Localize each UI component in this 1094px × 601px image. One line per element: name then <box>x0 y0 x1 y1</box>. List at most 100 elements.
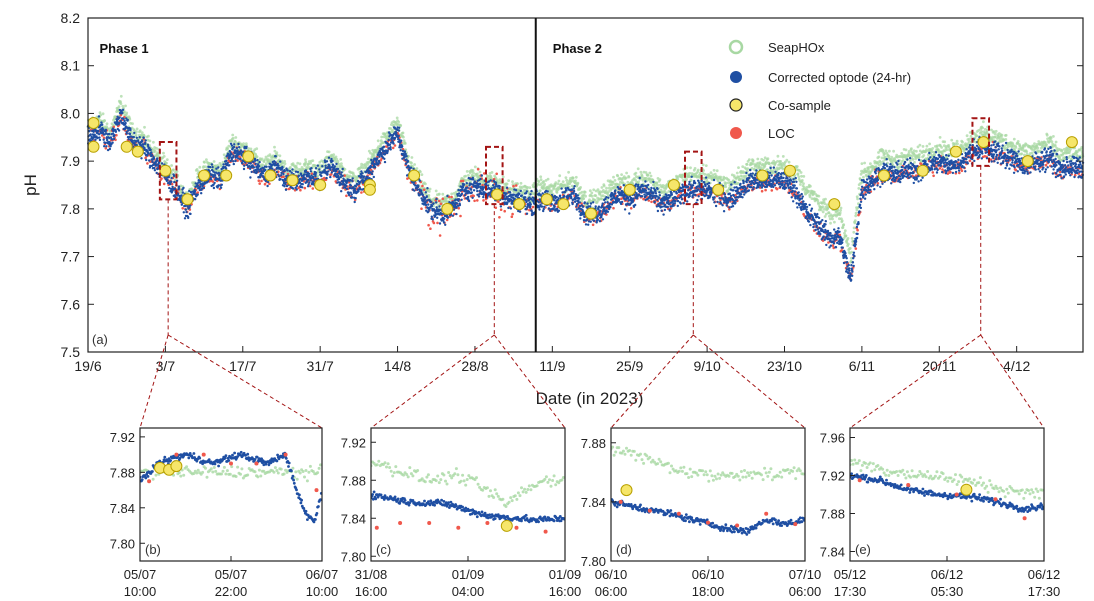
optode-point <box>308 181 311 184</box>
seaphox-point <box>779 160 782 163</box>
seaphox-point <box>685 166 689 170</box>
seaphox-point <box>147 134 150 138</box>
seaphox-point <box>343 167 347 171</box>
loc-point <box>503 209 507 213</box>
seaphox-point <box>781 155 785 158</box>
optode-point <box>405 155 408 158</box>
optode-point <box>167 176 170 179</box>
seaphox-point <box>221 160 225 164</box>
optode-point <box>166 178 169 182</box>
optode-point <box>284 181 287 184</box>
seaphox-point <box>824 197 827 201</box>
seaphox-point <box>751 159 755 163</box>
seaphox-point <box>1016 140 1020 143</box>
seaphox-point <box>612 175 615 179</box>
seaphox-point <box>367 157 370 161</box>
loc-point <box>512 184 515 188</box>
optode-point <box>274 155 277 158</box>
optode-point <box>361 172 364 175</box>
seaphox-point <box>424 182 427 186</box>
seaphox-point <box>856 197 859 201</box>
seaphox-point <box>497 181 500 185</box>
seaphox-point <box>787 160 791 164</box>
seaphox-point <box>1025 150 1029 154</box>
optode-point <box>147 151 150 155</box>
optode-point <box>372 175 375 179</box>
seaphox-point <box>817 202 820 206</box>
seaphox-point <box>140 131 144 135</box>
optode-point <box>373 166 377 169</box>
seaphox-point <box>821 210 825 214</box>
optode-point <box>282 172 285 176</box>
seaphox-point <box>899 162 903 166</box>
optode-point <box>316 164 319 167</box>
seaphox-point <box>747 158 751 162</box>
optode-point <box>160 162 164 165</box>
loc-point <box>629 207 633 210</box>
optode-point <box>304 177 307 181</box>
optode-point <box>341 174 344 177</box>
optode-point <box>249 176 252 179</box>
seaphox-point <box>261 163 265 167</box>
seaphox-point <box>294 164 298 168</box>
loc-point <box>450 195 453 199</box>
optode-point <box>370 158 373 162</box>
optode-point <box>219 186 223 189</box>
optode-point <box>230 144 234 147</box>
seaphox-point <box>626 180 630 184</box>
seaphox-point <box>1033 142 1036 146</box>
optode-point <box>171 185 174 189</box>
optode-point <box>185 210 188 214</box>
optode-point <box>217 166 220 169</box>
seaphox-point <box>419 170 422 174</box>
seaphox-point <box>703 172 707 176</box>
seaphox-point <box>203 160 206 164</box>
seaphox-point <box>918 153 921 156</box>
optode-point <box>280 174 283 177</box>
optode-point <box>279 178 282 181</box>
seaphox-point <box>617 183 621 187</box>
optode-point <box>301 186 304 189</box>
seaphox-point <box>260 157 264 161</box>
optode-point <box>153 169 157 172</box>
seaphox-point <box>395 116 399 120</box>
optode-point <box>348 194 351 197</box>
seaphox-point <box>403 142 407 145</box>
seaphox-point <box>624 176 628 180</box>
loc-point <box>311 187 315 190</box>
loc-point <box>473 199 476 203</box>
loc-point <box>299 188 302 192</box>
loc-point <box>457 206 461 210</box>
seaphox-point <box>142 134 146 138</box>
loc-point <box>181 207 184 210</box>
seaphox-point <box>224 157 228 161</box>
optode-point <box>329 175 332 179</box>
seaphox-point <box>103 119 106 122</box>
seaphox-point <box>831 217 834 221</box>
optode-point <box>107 132 111 136</box>
optode-point <box>404 152 407 156</box>
seaphox-point <box>576 181 580 185</box>
seaphox-point <box>607 186 611 190</box>
seaphox-point <box>242 142 246 146</box>
seaphox-point <box>475 172 479 176</box>
seaphox-point <box>802 182 805 186</box>
optode-point <box>330 171 333 174</box>
seaphox-point <box>940 146 943 149</box>
optode-point <box>314 167 318 170</box>
seaphox-point <box>656 183 659 187</box>
optode-point <box>401 145 404 148</box>
optode-point <box>237 142 240 146</box>
seaphox-point <box>371 148 375 152</box>
seaphox-point <box>975 134 979 138</box>
optode-point <box>118 116 121 119</box>
optode-point <box>256 158 259 162</box>
optode-point <box>321 165 324 168</box>
seaphox-point <box>853 219 857 223</box>
seaphox-point <box>799 171 803 174</box>
seaphox-point <box>696 168 700 172</box>
optode-point <box>258 170 261 173</box>
seaphox-point <box>547 187 551 191</box>
seaphox-point <box>119 102 123 106</box>
loc-point <box>258 182 262 185</box>
